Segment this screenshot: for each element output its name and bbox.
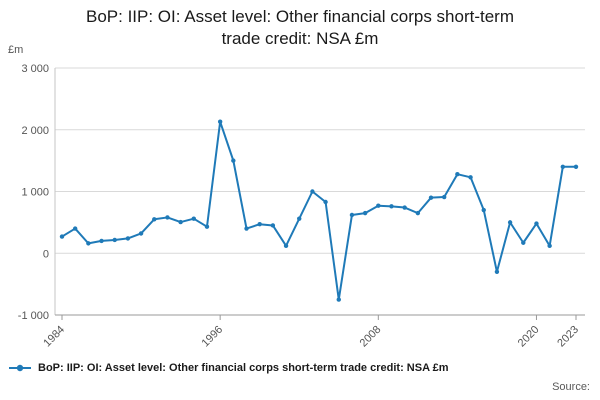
data-point: [244, 226, 249, 231]
data-point: [402, 205, 407, 210]
data-point: [283, 243, 289, 249]
data-point: [560, 164, 566, 169]
source-label: Source:: [552, 381, 590, 393]
data-point: [323, 199, 328, 205]
page-title-line1: BoP: IIP: OI: Asset level: Other financi…: [86, 7, 514, 26]
y-tick-label: 0: [43, 248, 49, 260]
legend: BoP: IIP: OI: Asset level: Other financi…: [8, 362, 592, 374]
y-tick-label: 2 000: [21, 125, 49, 137]
data-point: [257, 222, 262, 227]
legend-label: BoP: IIP: OI: Asset level: Other financi…: [38, 362, 449, 374]
data-point: [59, 234, 65, 239]
data-point: [178, 219, 183, 225]
data-point: [165, 215, 170, 220]
x-tick-label: 2008: [358, 324, 384, 350]
data-point: [336, 297, 341, 302]
y-tick-label: 3 000: [21, 63, 49, 75]
data-point: [112, 237, 117, 243]
page-title-line2: trade credit: NSA £m: [221, 29, 379, 49]
data-point: [389, 204, 394, 209]
data-point: [99, 238, 104, 244]
x-tick-label: 1996: [199, 324, 225, 350]
data-point: [494, 269, 500, 274]
data-point: [468, 175, 473, 180]
page-title: BoP: IIP: OI: Asset level: Other financi…: [20, 6, 580, 51]
data-point: [481, 207, 486, 213]
data-point: [362, 210, 368, 216]
data-point: [270, 223, 276, 228]
data-point: [534, 221, 539, 226]
data-point: [547, 243, 552, 249]
data-point: [152, 217, 157, 222]
x-tick-label: 2023: [555, 324, 581, 350]
y-axis-unit-label: £m: [8, 44, 24, 56]
data-line: [61, 120, 577, 301]
data-point: [442, 194, 447, 200]
legend-marker-icon: [9, 364, 31, 372]
data-point: [125, 236, 131, 241]
x-tick-label: 1984: [41, 324, 67, 350]
data-point: [573, 164, 579, 169]
x-tick-label: 2020: [516, 324, 542, 350]
data-point: [217, 119, 223, 124]
data-point: [86, 241, 91, 246]
data-point: [310, 189, 315, 194]
data-point: [138, 231, 144, 236]
data-point: [231, 158, 236, 163]
y-tick-label: -1 000: [18, 310, 49, 322]
data-point: [72, 226, 78, 231]
data-point: [191, 216, 196, 221]
legend-marker-dot: [16, 364, 24, 372]
data-point: [415, 210, 421, 216]
data-point: [376, 203, 381, 208]
data-point: [455, 172, 460, 177]
data-point: [204, 224, 210, 229]
data-point: [297, 216, 302, 221]
data-point: [521, 240, 526, 245]
data-point: [507, 220, 513, 225]
data-point: [349, 212, 355, 218]
data-point: [428, 195, 434, 200]
y-tick-label: 1 000: [21, 187, 49, 199]
